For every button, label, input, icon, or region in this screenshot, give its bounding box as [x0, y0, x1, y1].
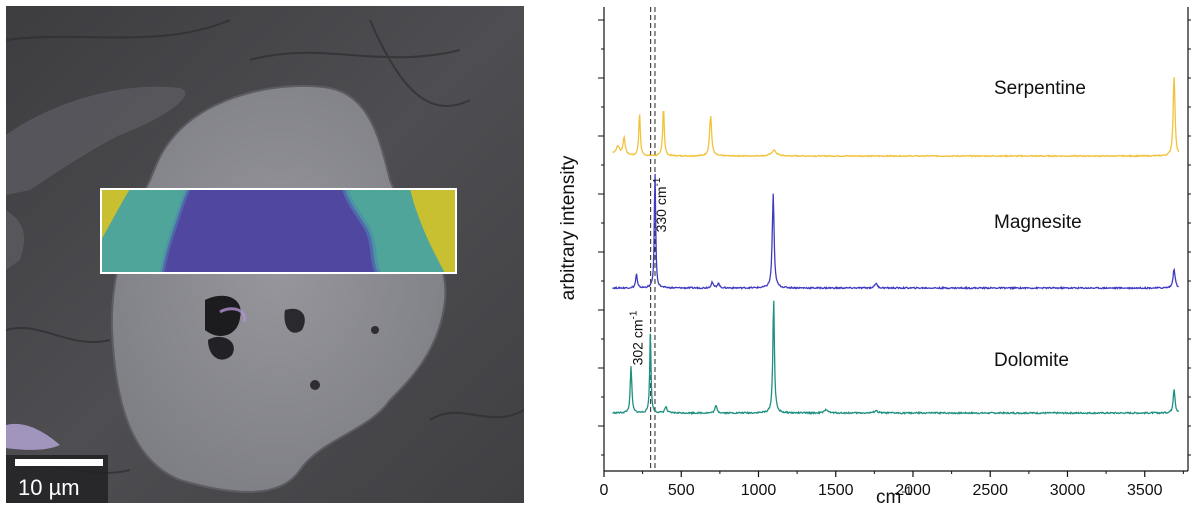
iridescent-edge [219, 307, 247, 323]
phase-boundary [342, 189, 381, 273]
x-tick-label: 3500 [1127, 482, 1163, 499]
map-outline [100, 188, 457, 274]
micrograph-scene: 10 µm [6, 6, 524, 503]
bright-spot [6, 423, 60, 450]
pit [284, 308, 305, 333]
annotation-330: 330 cm-1 [652, 177, 669, 232]
scale-bar-label: 10 µm [18, 475, 80, 500]
x-tick-label: 2500 [972, 482, 1008, 499]
series-line-magnesite [612, 173, 1179, 291]
upper-grain [6, 86, 186, 195]
blue-phase [162, 189, 378, 273]
cracks [6, 19, 524, 474]
series-label-magnesite: Magnesite [994, 212, 1082, 233]
grain [110, 84, 447, 493]
x-tick-label: 1500 [818, 482, 854, 499]
series-line-serpentine [612, 77, 1180, 158]
series-label-serpentine: Serpentine [994, 78, 1086, 99]
x-axis-label: cm-1 [876, 484, 912, 508]
x-tick-label: 0 [600, 482, 609, 499]
pit [208, 336, 234, 360]
y-axis-label: arbitrary intensity [558, 155, 579, 300]
yellow-phase-left [101, 189, 130, 240]
x-tick-label: 3000 [1050, 482, 1086, 499]
pit [371, 326, 379, 334]
series-label-dolomite: Dolomite [994, 350, 1069, 371]
micrograph-image: 10 µm [6, 6, 524, 503]
plot-area: 0 500 1000 1500 2000 2500 3000 3500 Serpentine Ma… [598, 7, 1191, 499]
pit [310, 380, 320, 390]
left-grain [6, 210, 25, 270]
phase-boundary [159, 189, 191, 273]
scale-bar [15, 459, 103, 466]
pit [205, 295, 241, 337]
annotation-302: 302 cm-1 [629, 310, 646, 365]
x-tick-label: 1000 [741, 482, 777, 499]
x-tick-label: 500 [668, 482, 695, 499]
x-tick-label: 2000 [895, 482, 931, 499]
raman-spectra-chart: arbitrary intensity cm-1 0 500 1000 1500 200… [558, 7, 1191, 508]
yellow-phase-right [410, 189, 456, 273]
series-line-dolomite [612, 300, 1180, 416]
raman-map [101, 189, 456, 273]
